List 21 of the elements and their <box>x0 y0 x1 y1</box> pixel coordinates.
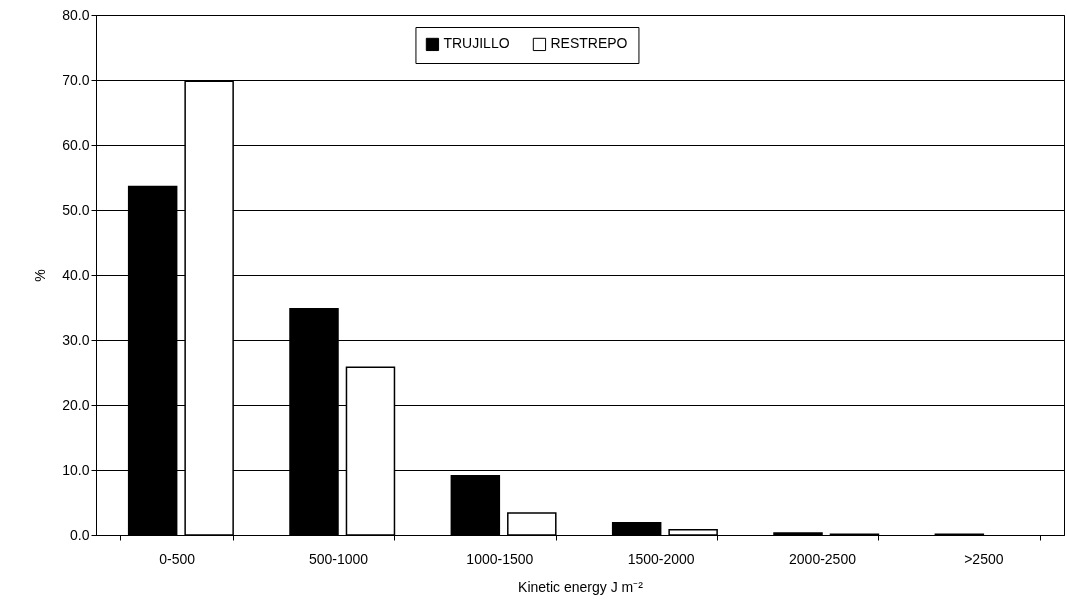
y-tick-label: 50.0 <box>62 201 90 218</box>
x-tick-label: 1000-1500 <box>466 550 534 567</box>
y-axis-title: % <box>32 269 49 282</box>
y-tick-label: 60.0 <box>62 136 90 153</box>
x-tick-label: 500-1000 <box>308 550 369 567</box>
y-tick-label: 20.0 <box>62 396 90 413</box>
bar <box>611 521 662 536</box>
y-tick-label: 10.0 <box>62 461 90 478</box>
bar <box>450 475 501 536</box>
x-tick-label: 1500-2000 <box>627 550 695 567</box>
y-tick-label: 30.0 <box>62 331 90 348</box>
x-tick-label: 2000-2500 <box>789 550 857 567</box>
y-tick-label: 0.0 <box>70 526 90 543</box>
y-tick-label: 40.0 <box>62 266 90 283</box>
y-tick-label: 70.0 <box>62 71 90 88</box>
y-tick-label: 80.0 <box>62 6 90 23</box>
x-axis-title: Kinetic energy J m⁻² <box>518 578 644 595</box>
legend-label: RESTREPO <box>550 35 628 52</box>
x-tick-label: >2500 <box>964 550 1004 567</box>
x-tick-label: 0-500 <box>159 550 196 567</box>
legend-label: TRUJILLO <box>443 35 510 52</box>
